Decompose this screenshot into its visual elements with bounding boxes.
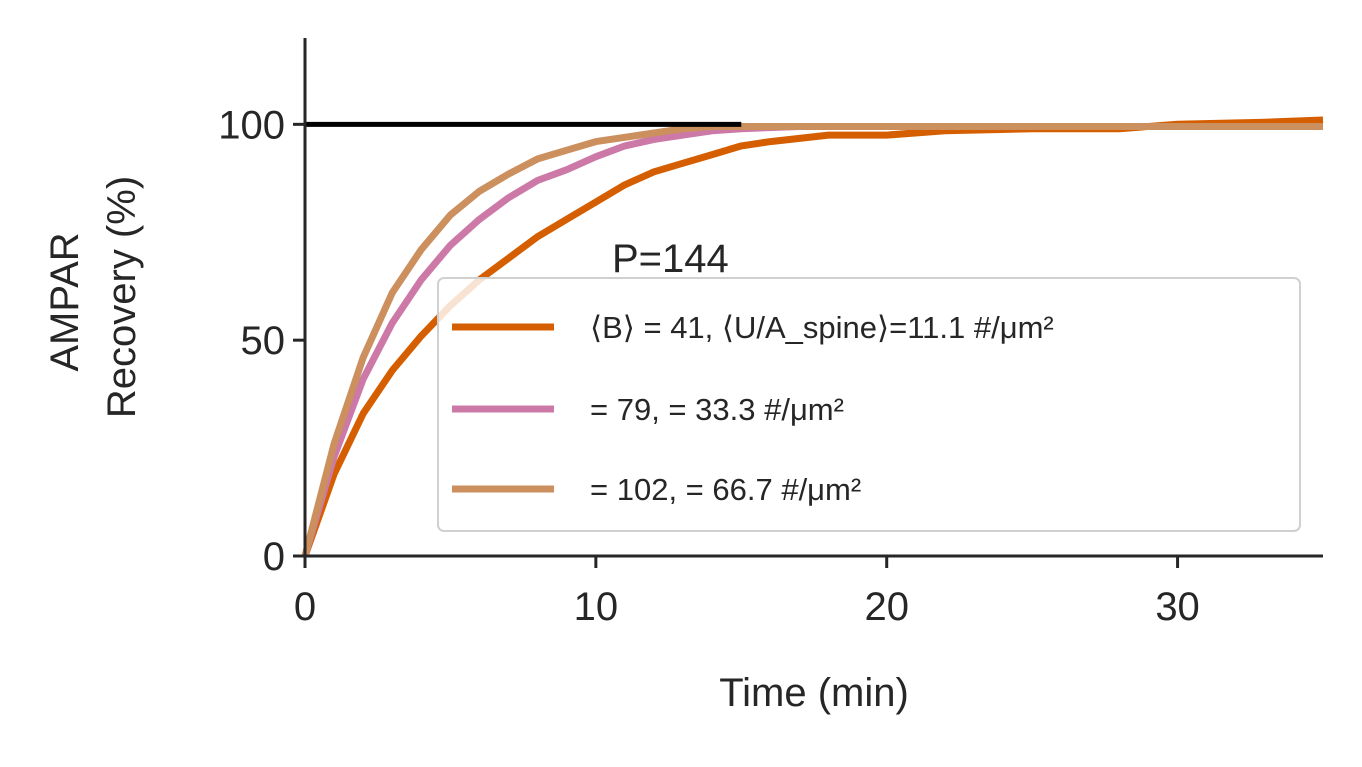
tick-marks: 0 10 20 30 0 50 100 <box>218 103 1200 629</box>
legend-label-3: = 102, = 66.7 #/μm² <box>590 472 861 507</box>
y-tick-label: 50 <box>241 319 286 363</box>
legend-box <box>437 277 1301 532</box>
x-tick-label: 0 <box>294 585 316 629</box>
y-tick-label: 0 <box>263 535 285 579</box>
annotation-p-value: P=144 <box>612 237 729 281</box>
y-tick-label: 100 <box>218 103 285 147</box>
legend-label-1: ⟨B⟩ = 41, ⟨U/A_spine⟩=11.1 #/μm² <box>590 310 1054 345</box>
series-lines <box>301 116 1324 558</box>
y-axis-label-line1: AMPAR <box>43 232 87 371</box>
x-axis-label: Time (min) <box>719 671 909 715</box>
x-tick-label: 30 <box>1155 585 1200 629</box>
x-tick-label: 20 <box>864 585 909 629</box>
series-line-3 <box>301 123 1323 557</box>
y-axis-label-line2: Recovery (%) <box>100 176 144 418</box>
legend-label-2: = 79, = 33.3 #/μm² <box>590 392 844 427</box>
x-tick-label: 10 <box>574 585 619 629</box>
legend: ⟨B⟩ = 41, ⟨U/A_spine⟩=11.1 #/μm² = 79, = … <box>437 277 1301 532</box>
